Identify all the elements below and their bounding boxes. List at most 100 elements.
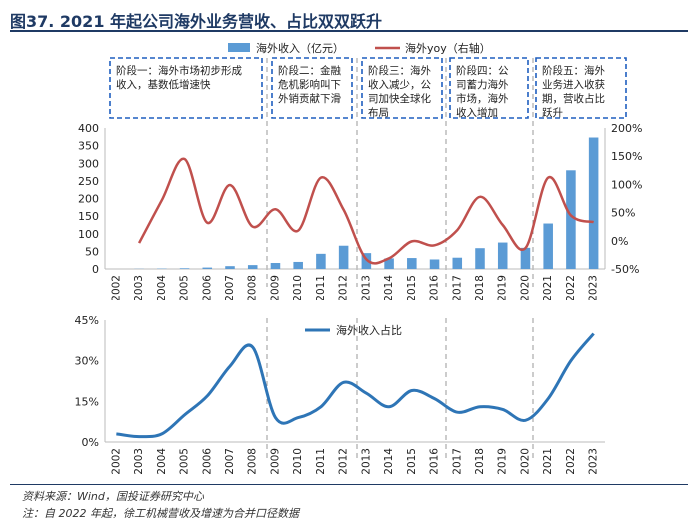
title-rule (10, 30, 688, 32)
figure-title: 图37. 2021 年起公司海外业务营收、占比双双跃升 (10, 12, 383, 31)
x-tick-label: 2017 (451, 448, 463, 475)
right-tick-label: -50% (611, 263, 639, 276)
phase-box-1: 阶段一：海外市场初步形成收入，基数低增速快 (109, 57, 263, 119)
x-tick-label: 2007 (224, 275, 236, 300)
legend-bar-label: 海外收入（亿元） (256, 41, 344, 55)
x-tick-label: 2008 (247, 448, 259, 475)
x-tick-label: 2004 (156, 275, 168, 300)
x-tick-label: 2007 (224, 448, 236, 475)
revenue-yoy-chart: 海外收入（亿元） 海外yoy（右轴） 阶段一：海外市场初步形成收入，基数低增速快 阶段… (78, 41, 642, 300)
phase-box-border (271, 57, 353, 119)
x-tick-label: 2013 (360, 275, 372, 300)
y-tick-label: 15% (75, 395, 99, 408)
footnote: 注：自 2022 年起，徐工机械营收及增速为合并口径数据 (22, 507, 299, 520)
x-tick-label: 2006 (201, 275, 213, 300)
phase-box-border (535, 57, 627, 119)
x-tick-label: 2015 (406, 275, 418, 300)
bar-2014 (384, 258, 394, 269)
right-tick-label: 0% (611, 235, 628, 248)
x-tick-label: 2008 (247, 275, 259, 300)
bar-2012 (338, 245, 349, 269)
right-tick-label: 100% (611, 178, 642, 191)
x-tick-label: 2022 (565, 448, 577, 475)
bar-2009 (270, 263, 281, 269)
x-tick-label: 2021 (542, 275, 554, 300)
x-tick-label: 2016 (429, 275, 441, 300)
bar-2015 (407, 258, 417, 269)
right-tick-label: 150% (611, 150, 642, 163)
bar-2008 (247, 265, 258, 269)
x-tick-label: 2005 (179, 275, 191, 300)
left-tick-label: 350 (78, 140, 99, 153)
bar-2016 (429, 259, 440, 269)
x-tick-label: 2015 (406, 448, 418, 475)
x-tick-label: 2006 (201, 448, 213, 475)
left-tick-label: 250 (78, 175, 99, 188)
phase-box-border (109, 57, 263, 119)
bar-2006 (202, 267, 213, 269)
bar-2021 (543, 223, 553, 269)
x-tick-label: 2014 (383, 275, 395, 300)
bar-2017 (452, 257, 463, 269)
left-tick-label: 200 (78, 193, 99, 206)
x-tick-label: 2019 (497, 275, 509, 300)
phase-box-3: 阶段三：海外收入减少，公司加快全球化布局 (361, 57, 443, 119)
left-tick-label: 150 (78, 210, 99, 223)
bar-2019 (497, 242, 508, 269)
x-tick-label: 2002 (110, 448, 122, 475)
x-tick-label: 2023 (588, 275, 600, 300)
x-tick-label: 2010 (292, 448, 304, 475)
phase-label: 阶段一：海外市场初步形成收入，基数低增速快 (116, 64, 242, 91)
share-line (116, 332, 595, 439)
x-tick-label: 2002 (110, 275, 122, 300)
bar-2022 (566, 170, 576, 269)
phase-label: 阶段二：金融危机影响叫下外销贡献下滑 (278, 64, 341, 105)
footer-rule (10, 484, 688, 485)
legend-bar-swatch (228, 43, 250, 52)
phase-box-5: 阶段五：海外业务进入收获期，营收占比跃升 (535, 57, 627, 119)
x-tick-label: 2016 (429, 448, 441, 475)
x-tick-label: 2010 (292, 275, 304, 300)
left-tick-label: 100 (78, 228, 99, 241)
x-tick-label: 2003 (133, 448, 145, 475)
x-tick-label: 2009 (269, 275, 281, 300)
x-tick-label: 2023 (588, 448, 600, 475)
x-tick-label: 2019 (497, 448, 509, 475)
x-tick-label: 2013 (360, 448, 372, 475)
bar-2018 (475, 248, 485, 269)
x-tick-label: 2014 (383, 448, 395, 475)
phase-label: 阶段四：公司蓄力海外市场，海外收入增加 (456, 64, 509, 119)
x-tick-label: 2022 (565, 275, 577, 300)
phase-box-4: 阶段四：公司蓄力海外市场，海外收入增加 (449, 57, 529, 119)
x-tick-label: 2012 (338, 448, 350, 475)
left-tick-label: 400 (78, 122, 99, 135)
right-tick-label: 50% (611, 207, 635, 220)
x-tick-label: 2004 (156, 448, 168, 475)
legend-line-label: 海外yoy（右轴） (405, 41, 491, 55)
x-tick-label: 2011 (315, 275, 327, 300)
x-tick-label: 2018 (474, 448, 486, 475)
y-tick-label: 30% (75, 355, 99, 368)
x-tick-label: 2017 (451, 275, 463, 300)
x-tick-label: 2020 (519, 448, 531, 475)
legend: 海外收入（亿元） 海外yoy（右轴） (228, 41, 491, 55)
left-tick-label: 300 (78, 157, 99, 170)
x-tick-label: 2018 (474, 275, 486, 300)
y-tick-label: 0% (82, 436, 99, 449)
phase-label: 阶段三：海外收入减少，公司加快全球化布局 (368, 64, 431, 119)
y-tick-label: 45% (75, 314, 99, 327)
bar-2023 (588, 137, 599, 269)
phase-box-2: 阶段二：金融危机影响叫下外销贡献下滑 (271, 57, 353, 119)
legend-share-label: 海外收入占比 (336, 323, 402, 337)
bar-2020 (520, 247, 531, 269)
phase-label: 阶段五：海外业务进入收获期，营收占比跃升 (542, 64, 605, 119)
x-tick-label: 2009 (269, 448, 281, 475)
phase-box-border (449, 57, 529, 119)
x-tick-label: 2012 (338, 275, 350, 300)
x-tick-label: 2020 (519, 275, 531, 300)
bar-2007 (225, 266, 235, 269)
x-tick-label: 2003 (133, 275, 145, 300)
left-tick-label: 0 (92, 263, 99, 276)
bar-2005 (179, 268, 190, 269)
